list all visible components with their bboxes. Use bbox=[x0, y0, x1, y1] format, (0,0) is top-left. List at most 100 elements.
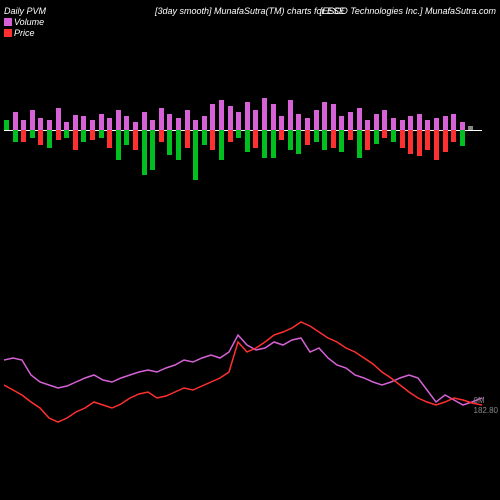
bar-down bbox=[279, 130, 284, 140]
bar-up bbox=[245, 102, 250, 130]
bar-down bbox=[30, 130, 35, 138]
bar-down bbox=[400, 130, 405, 148]
bar-up bbox=[460, 122, 465, 130]
price-volume-line-chart bbox=[4, 300, 482, 450]
bar-up bbox=[279, 116, 284, 130]
bar-down bbox=[228, 130, 233, 142]
bar-down bbox=[382, 130, 387, 138]
bar-down bbox=[322, 130, 327, 150]
bar-up bbox=[167, 114, 172, 130]
bar-down bbox=[210, 130, 215, 150]
bar-down bbox=[21, 130, 26, 142]
bar-up bbox=[13, 112, 18, 130]
bar-down bbox=[417, 130, 422, 156]
bar-down bbox=[443, 130, 448, 152]
bar-down bbox=[331, 130, 336, 148]
bar-up bbox=[305, 118, 310, 130]
bar-up bbox=[417, 114, 422, 130]
chart-line bbox=[4, 335, 482, 405]
bar-down bbox=[202, 130, 207, 145]
bar-up bbox=[322, 102, 327, 130]
bar-down bbox=[253, 130, 258, 148]
bar-down bbox=[296, 130, 301, 154]
bar-down bbox=[56, 130, 61, 140]
bar-down bbox=[64, 130, 69, 138]
bar-down bbox=[314, 130, 319, 142]
bar-down bbox=[305, 130, 310, 145]
bar-down bbox=[133, 130, 138, 150]
bar-up bbox=[228, 106, 233, 130]
bar-down bbox=[193, 130, 198, 180]
volume-end-label: 0M bbox=[474, 396, 498, 406]
bar-down bbox=[365, 130, 370, 150]
bar-up bbox=[262, 98, 267, 130]
bar-up bbox=[434, 118, 439, 130]
bar-down bbox=[434, 130, 439, 160]
bar-up bbox=[348, 112, 353, 130]
bar-down bbox=[236, 130, 241, 138]
legend-swatch bbox=[4, 18, 12, 26]
bar-up bbox=[159, 108, 164, 130]
bar-down bbox=[13, 130, 18, 142]
bar-down bbox=[288, 130, 293, 150]
price-end-label: 182.80 bbox=[474, 406, 498, 416]
bar-up bbox=[116, 110, 121, 130]
bar-down bbox=[124, 130, 129, 145]
bar-up bbox=[331, 104, 336, 130]
bar-up bbox=[210, 104, 215, 130]
bar-up bbox=[314, 110, 319, 130]
bar-up bbox=[357, 108, 362, 130]
bar-down bbox=[374, 130, 379, 144]
bar-up bbox=[253, 110, 258, 130]
bar-down bbox=[116, 130, 121, 160]
bar-down bbox=[391, 130, 396, 142]
bar-up bbox=[56, 108, 61, 130]
bar-down bbox=[107, 130, 112, 148]
bar-down bbox=[150, 130, 155, 170]
bar-down bbox=[142, 130, 147, 175]
bar-down bbox=[99, 130, 104, 138]
bar-up bbox=[288, 100, 293, 130]
bar-up bbox=[400, 120, 405, 130]
bar-up bbox=[90, 120, 95, 130]
header-right-label: [ESCO Technologies Inc.] MunafaSutra.com bbox=[320, 6, 496, 16]
bar-up bbox=[47, 120, 52, 130]
bar-up bbox=[236, 112, 241, 130]
bar-up bbox=[219, 100, 224, 130]
legend-swatch bbox=[4, 29, 12, 37]
bar-up bbox=[468, 126, 473, 130]
legend-label: Price bbox=[14, 28, 35, 38]
bar-up bbox=[133, 122, 138, 130]
bar-up bbox=[365, 120, 370, 130]
legend-item: Price bbox=[4, 27, 44, 38]
bar-up bbox=[107, 118, 112, 130]
bar-down bbox=[408, 130, 413, 154]
bar-down bbox=[73, 130, 78, 150]
bar-down bbox=[348, 130, 353, 140]
bar-up bbox=[408, 116, 413, 130]
bar-down bbox=[47, 130, 52, 148]
bar-down bbox=[159, 130, 164, 142]
bar-down bbox=[262, 130, 267, 158]
bar-up bbox=[193, 120, 198, 130]
bar-up bbox=[30, 110, 35, 130]
chart-line bbox=[4, 322, 482, 422]
bar-up bbox=[4, 120, 9, 130]
bar-down bbox=[245, 130, 250, 152]
bar-up bbox=[202, 116, 207, 130]
line-end-labels: 0M 182.80 bbox=[474, 396, 498, 416]
bar-up bbox=[382, 110, 387, 130]
bar-up bbox=[296, 114, 301, 130]
bar-up bbox=[374, 114, 379, 130]
bar-down bbox=[185, 130, 190, 148]
bar-up bbox=[339, 116, 344, 130]
legend-label: Volume bbox=[14, 17, 44, 27]
bar-down bbox=[425, 130, 430, 150]
bar-up bbox=[21, 120, 26, 130]
line-svg bbox=[4, 300, 482, 450]
bar-up bbox=[425, 120, 430, 130]
bar-down bbox=[90, 130, 95, 140]
bar-down bbox=[176, 130, 181, 160]
chart-container: Daily PVM [3day smooth] MunafaSutra(TM) … bbox=[0, 0, 500, 500]
bar-up bbox=[451, 114, 456, 130]
